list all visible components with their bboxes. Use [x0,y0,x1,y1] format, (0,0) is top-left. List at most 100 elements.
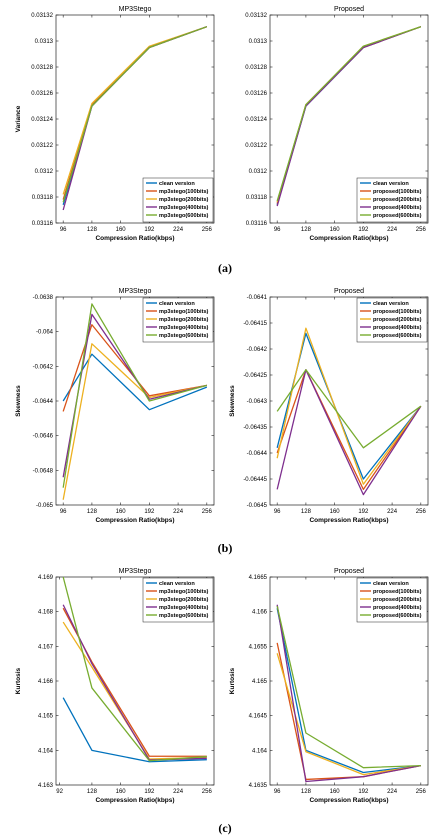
y-tick-label: -0.0641 [247,295,268,301]
legend-entry: mp3stego(100bits) [159,589,209,595]
x-axis-label: Compression Ratio(kbps) [95,797,174,804]
x-tick-label: 92 [56,789,63,795]
series-line-1 [276,608,421,774]
legend: clean version proposed(100bits) proposed(2… [356,577,428,623]
series-line-5 [276,605,421,769]
y-tick-label: -0.064 [36,330,54,336]
legend: clean version proposed(100bits) proposed(2… [356,177,428,223]
x-tick-label: 224 [173,509,184,515]
y-tick-label: 4.1665 [249,575,268,581]
legend-entry: clean version [373,301,409,307]
y-tick-label: 0.03122 [31,143,53,149]
chart-title: Proposed [334,288,364,295]
x-tick-label: 96 [60,227,67,233]
y-tick-label: 0.03116 [32,221,54,227]
chart-title: Proposed [334,568,364,575]
y-tick-label: 0.03122 [245,143,267,149]
series-line-2 [62,324,207,412]
y-axis-label: Skewness [15,385,22,417]
y-tick-label: 0.03118 [32,195,54,201]
legend-entry: clean version [373,581,409,587]
legend-entry: proposed(400bits) [373,205,422,211]
series-line-5 [62,26,208,203]
charts-layer: MP3Stego 96 128 160 192 224 256 0.03116 0.03118 0… [15,6,429,804]
y-tick-label: -0.0646 [33,434,54,440]
x-axis-label: Compression Ratio(kbps) [95,235,174,242]
legend: clean version mp3stego(100bits) mp3stego(2… [142,577,214,623]
x-axis-label: Compression Ratio(kbps) [309,235,388,242]
chart-3: MP3Stego 96 128 160 192 224 256 -0.065 -0.0648 -0… [15,288,215,524]
series-line-4 [276,604,421,783]
y-tick-label: 4.163 [38,783,54,789]
legend-entry: mp3stego(600bits) [159,333,209,339]
series-line-1 [62,353,208,411]
x-tick-label: 128 [87,789,98,795]
x-tick-label: 160 [330,789,341,795]
y-tick-label: 0.03132 [31,13,53,19]
y-tick-label: 0.03124 [245,117,267,123]
legend-entry: proposed(600bits) [373,613,422,619]
y-tick-label: 4.169 [38,575,54,581]
legend-entry: proposed(200bits) [373,197,422,203]
x-tick-label: 96 [274,789,281,795]
x-tick-label: 128 [301,509,312,515]
x-axis-label: Compression Ratio(kbps) [309,517,388,524]
y-tick-label: 4.166 [38,679,54,685]
x-tick-label: 256 [202,509,213,515]
y-tick-label: 4.165 [252,679,268,685]
panel-label-a: (a) [218,261,232,275]
y-tick-label: -0.06415 [243,321,267,327]
y-tick-label: 4.167 [38,644,54,650]
y-tick-label: -0.065 [36,503,54,509]
x-tick-label: 96 [60,509,67,515]
y-tick-label: 4.1645 [249,714,268,720]
legend-entry: mp3stego(600bits) [159,613,209,619]
x-tick-label: 224 [387,789,398,795]
chart-6: Proposed 96 128 160 192 224 256 4.1635 4.164 4.16… [229,568,429,804]
y-tick-label: 0.0313 [35,39,54,45]
x-tick-label: 160 [116,227,127,233]
series-line-5 [62,303,207,488]
legend-entry: mp3stego(400bits) [159,205,209,211]
x-tick-label: 256 [416,227,427,233]
y-axis-label: Variance [15,105,22,132]
x-tick-label: 224 [387,227,398,233]
chart-5: MP3Stego 92 128 160 192 224 256 4.163 4.164 4.165… [15,568,215,804]
y-tick-label: 0.03118 [246,195,268,201]
series-line-3 [276,653,421,776]
legend-entry: proposed(100bits) [373,589,422,595]
x-tick-label: 224 [173,789,184,795]
legend: clean version proposed(100bits) proposed(2… [356,297,428,343]
y-axis-label: Kurtosis [15,667,22,694]
y-tick-label: -0.0645 [247,503,268,509]
legend-entry: proposed(600bits) [373,333,422,339]
y-tick-label: -0.06435 [243,425,267,431]
chart-1: MP3Stego 96 128 160 192 224 256 0.03116 0.03118 0… [15,6,215,242]
y-tick-label: 4.164 [38,748,54,754]
legend: clean version mp3stego(100bits) mp3stego(2… [142,297,214,343]
series-line-3 [62,343,207,500]
x-tick-label: 256 [416,509,427,515]
y-tick-label: 0.03126 [245,91,267,97]
legend-entry: clean version [159,181,195,187]
legend-entry: mp3stego(100bits) [159,189,209,195]
x-tick-label: 256 [202,227,213,233]
x-tick-label: 192 [144,227,155,233]
panel-label-b: (b) [218,541,233,555]
x-tick-label: 192 [144,509,155,515]
legend-entry: proposed(400bits) [373,605,422,611]
legend-entry: mp3stego(200bits) [159,197,209,203]
legend-entry: proposed(600bits) [373,213,422,219]
series-line-2 [276,369,422,491]
y-tick-label: -0.06445 [243,477,267,483]
y-tick-label: -0.0644 [247,451,268,457]
y-tick-label: 4.165 [38,714,54,720]
y-tick-label: 0.0312 [35,169,54,175]
x-tick-label: 160 [330,227,341,233]
x-tick-label: 224 [387,509,398,515]
chart-title: Proposed [334,6,364,13]
legend-entry: proposed(100bits) [373,189,422,195]
legend-entry: mp3stego(100bits) [159,309,209,315]
y-tick-label: 4.164 [252,748,268,754]
